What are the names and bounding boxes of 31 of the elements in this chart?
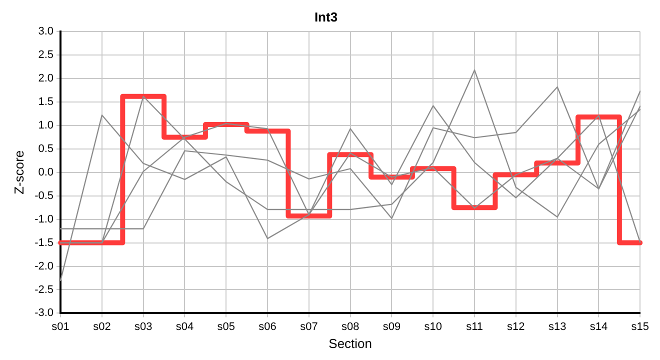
x-tick-label: s09 — [382, 320, 401, 333]
x-tick-label: s06 — [258, 320, 276, 333]
x-tick-label: s05 — [217, 320, 236, 333]
x-tick-label: s12 — [507, 320, 525, 333]
x-tick-label: s10 — [424, 320, 442, 333]
y-tick-label: 2.5 — [38, 49, 54, 62]
y-tick-label: 3.0 — [38, 26, 54, 38]
x-tick-label: s08 — [341, 320, 360, 333]
y-tick-label: 2.0 — [38, 72, 54, 85]
x-tick-label: s15 — [631, 320, 650, 333]
x-tick-label: s14 — [590, 320, 608, 333]
y-tick-label: -0.5 — [34, 190, 54, 202]
y-tick-label: 0.5 — [38, 142, 54, 155]
y-axis-title: Z-score — [11, 150, 26, 194]
y-tick-label: -3.0 — [34, 307, 54, 320]
y-tick-label: 0.0 — [38, 166, 54, 178]
y-tick-label: 1.0 — [38, 120, 54, 132]
y-tick-label: -1.0 — [34, 213, 54, 226]
x-tick-label: s02 — [93, 320, 111, 333]
y-tick-label: 1.5 — [38, 96, 54, 108]
y-tick-label: -1.5 — [34, 236, 54, 249]
y-tick-label: -2.0 — [34, 260, 54, 272]
chart-title: Int3 — [314, 9, 338, 24]
x-tick-label: s13 — [548, 320, 566, 333]
x-axis-title: Section — [328, 336, 372, 351]
x-tick-label: s11 — [466, 320, 483, 333]
x-tick-label: s04 — [176, 320, 194, 333]
x-tick-label: s01 — [52, 320, 70, 333]
y-tick-label: -2.5 — [34, 284, 54, 296]
x-tick-label: s03 — [134, 320, 152, 333]
x-tick-label: s07 — [300, 320, 318, 333]
